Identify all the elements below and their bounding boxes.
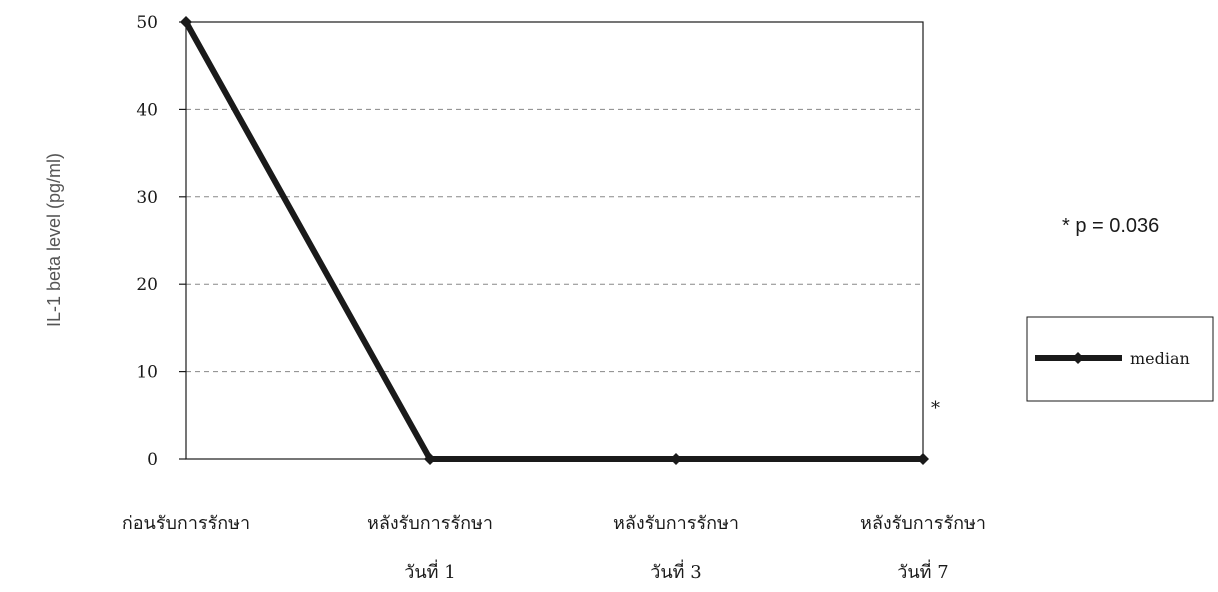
- x-category-label: วันที่ 1: [404, 559, 455, 583]
- x-category-label: ก่อนรับการรักษา: [122, 513, 250, 534]
- data-point: [670, 453, 682, 465]
- significance-marker: *: [931, 398, 940, 419]
- gridlines: [186, 108, 923, 373]
- legend: median: [1026, 316, 1214, 402]
- series-line-median: [183, 19, 926, 462]
- legend-label-median: median: [1130, 349, 1190, 368]
- y-axis-ticks: 0 10 20 30 40 50: [136, 13, 186, 470]
- y-tick-label: 0: [147, 450, 158, 470]
- x-category-label: หลังรับการรักษา: [613, 513, 739, 534]
- y-tick-label: 50: [136, 13, 158, 33]
- x-category-label: หลังรับการรักษา: [860, 513, 986, 534]
- x-category-label: วันที่ 3: [650, 559, 701, 583]
- plot-frame: [185, 21, 924, 460]
- data-point: [424, 453, 436, 465]
- x-category-label: วันที่ 7: [897, 559, 948, 583]
- y-tick-label: 40: [136, 100, 158, 120]
- y-axis-title: IL-1 beta level (pg/ml): [44, 153, 64, 327]
- data-point: [917, 453, 929, 465]
- legend-swatch-marker: [1072, 352, 1084, 364]
- y-tick-label: 10: [136, 363, 158, 383]
- y-tick-label: 20: [136, 275, 158, 295]
- series-layer: [180, 16, 929, 465]
- data-point: [180, 16, 192, 28]
- x-category-label: หลังรับการรักษา: [367, 513, 493, 534]
- y-tick-label: 30: [136, 188, 158, 208]
- p-value-note: * p = 0.036: [1062, 215, 1159, 237]
